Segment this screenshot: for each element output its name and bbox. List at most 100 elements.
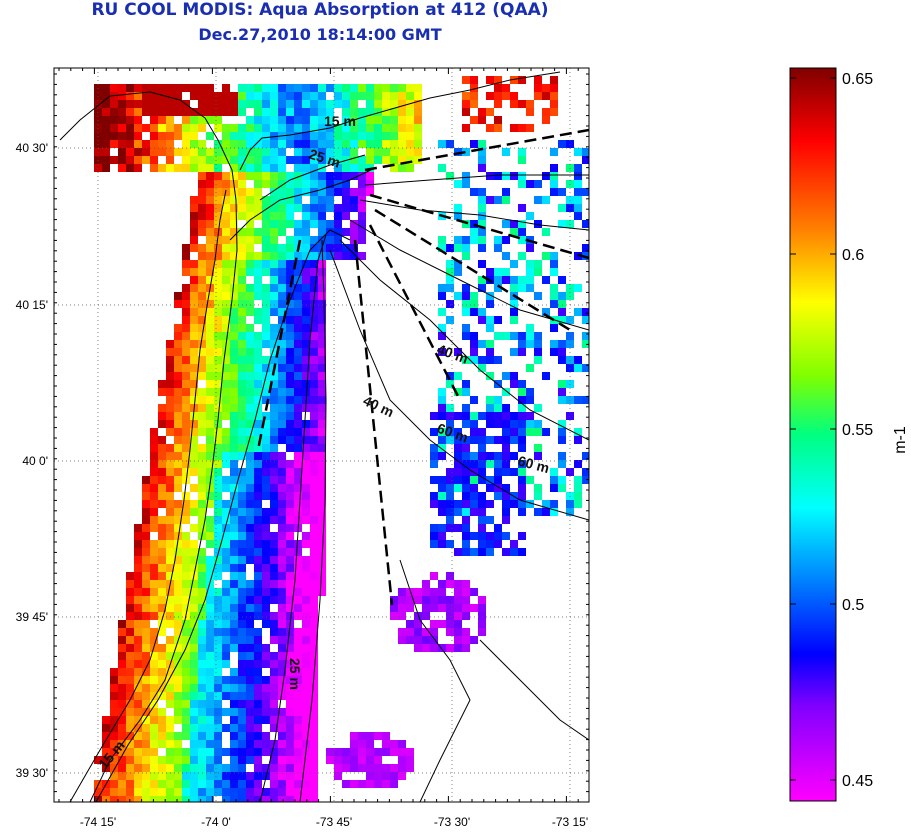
absorption-pixel [262, 700, 270, 708]
absorption-pixel [206, 612, 214, 620]
y-tick-label: 39 45' [16, 610, 48, 624]
absorption-pixel [278, 748, 286, 756]
absorption-pixel [134, 524, 142, 532]
absorption-pixel [182, 660, 190, 668]
absorption-pixel [574, 356, 582, 364]
absorption-pixel [510, 380, 518, 388]
absorption-pixel [478, 236, 486, 244]
absorption-pixel [550, 92, 558, 100]
absorption-pixel [254, 540, 262, 548]
absorption-pixel [286, 764, 294, 772]
absorption-pixel [502, 548, 510, 556]
absorption-pixel [166, 508, 174, 516]
absorption-pixel [254, 660, 262, 668]
absorption-pixel [182, 380, 190, 388]
absorption-pixel [158, 148, 166, 156]
absorption-pixel [550, 292, 558, 300]
absorption-pixel [102, 740, 110, 748]
absorption-pixel [278, 516, 286, 524]
absorption-pixel [414, 620, 422, 628]
absorption-pixel [214, 428, 222, 436]
absorption-pixel [230, 268, 238, 276]
absorption-pixel [222, 652, 230, 660]
absorption-pixel [102, 84, 110, 92]
absorption-pixel [230, 172, 238, 180]
absorption-pixel [302, 284, 310, 292]
absorption-pixel [278, 668, 286, 676]
absorption-pixel [182, 508, 190, 516]
absorption-pixel [262, 436, 270, 444]
absorption-pixel [222, 108, 230, 116]
absorption-pixel [278, 388, 286, 396]
absorption-pixel [470, 332, 478, 340]
absorption-pixel [358, 172, 366, 180]
absorption-pixel [430, 604, 438, 612]
absorption-pixel [126, 156, 134, 164]
absorption-pixel [214, 772, 222, 780]
absorption-pixel [582, 396, 589, 404]
absorption-pixel [406, 604, 414, 612]
absorption-pixel [230, 388, 238, 396]
absorption-pixel [246, 692, 254, 700]
absorption-pixel [318, 204, 326, 212]
absorption-pixel [230, 692, 238, 700]
absorption-pixel [206, 740, 214, 748]
absorption-pixel [206, 644, 214, 652]
absorption-pixel [438, 620, 446, 628]
absorption-pixel [166, 564, 174, 572]
absorption-pixel [254, 588, 262, 596]
absorption-pixel [166, 612, 174, 620]
absorption-pixel [230, 716, 238, 724]
absorption-pixel [438, 284, 446, 292]
absorption-pixel [158, 692, 166, 700]
absorption-pixel [294, 300, 302, 308]
absorption-pixel [182, 84, 190, 92]
absorption-pixel [302, 116, 310, 124]
absorption-pixel [230, 548, 238, 556]
absorption-pixel [270, 204, 278, 212]
absorption-pixel [246, 540, 254, 548]
absorption-pixel [150, 436, 158, 444]
absorption-pixel [374, 124, 382, 132]
absorption-pixel [182, 548, 190, 556]
absorption-pixel [318, 140, 326, 148]
absorption-pixel [118, 732, 126, 740]
absorption-pixel [262, 604, 270, 612]
absorption-pixel [278, 308, 286, 316]
absorption-pixel [486, 516, 494, 524]
absorption-pixel [422, 628, 430, 636]
absorption-pixel [318, 92, 326, 100]
absorption-pixel [190, 676, 198, 684]
absorption-pixel [214, 308, 222, 316]
absorption-pixel [206, 500, 214, 508]
absorption-pixel [174, 652, 182, 660]
absorption-pixel [230, 228, 238, 236]
absorption-pixel [294, 404, 302, 412]
absorption-pixel [310, 324, 318, 332]
absorption-pixel [470, 76, 478, 84]
absorption-pixel [262, 164, 270, 172]
absorption-pixel [254, 396, 262, 404]
absorption-pixel [446, 300, 454, 308]
absorption-pixel [294, 436, 302, 444]
absorption-pixel [222, 324, 230, 332]
absorption-pixel [446, 596, 454, 604]
absorption-pixel [230, 420, 238, 428]
absorption-pixel [430, 644, 438, 652]
absorption-pixel [198, 572, 206, 580]
absorption-pixel [430, 572, 438, 580]
absorption-pixel [270, 436, 278, 444]
absorption-pixel [414, 612, 422, 620]
absorption-pixel [318, 148, 326, 156]
absorption-pixel [310, 92, 318, 100]
absorption-pixel [358, 220, 366, 228]
absorption-pixel [118, 132, 126, 140]
absorption-pixel [302, 660, 310, 668]
absorption-pixel [278, 428, 286, 436]
absorption-pixel [310, 516, 318, 524]
absorption-pixel [302, 180, 310, 188]
absorption-pixel [286, 412, 294, 420]
absorption-pixel [142, 668, 150, 676]
absorption-pixel [174, 732, 182, 740]
absorption-pixel [206, 372, 214, 380]
